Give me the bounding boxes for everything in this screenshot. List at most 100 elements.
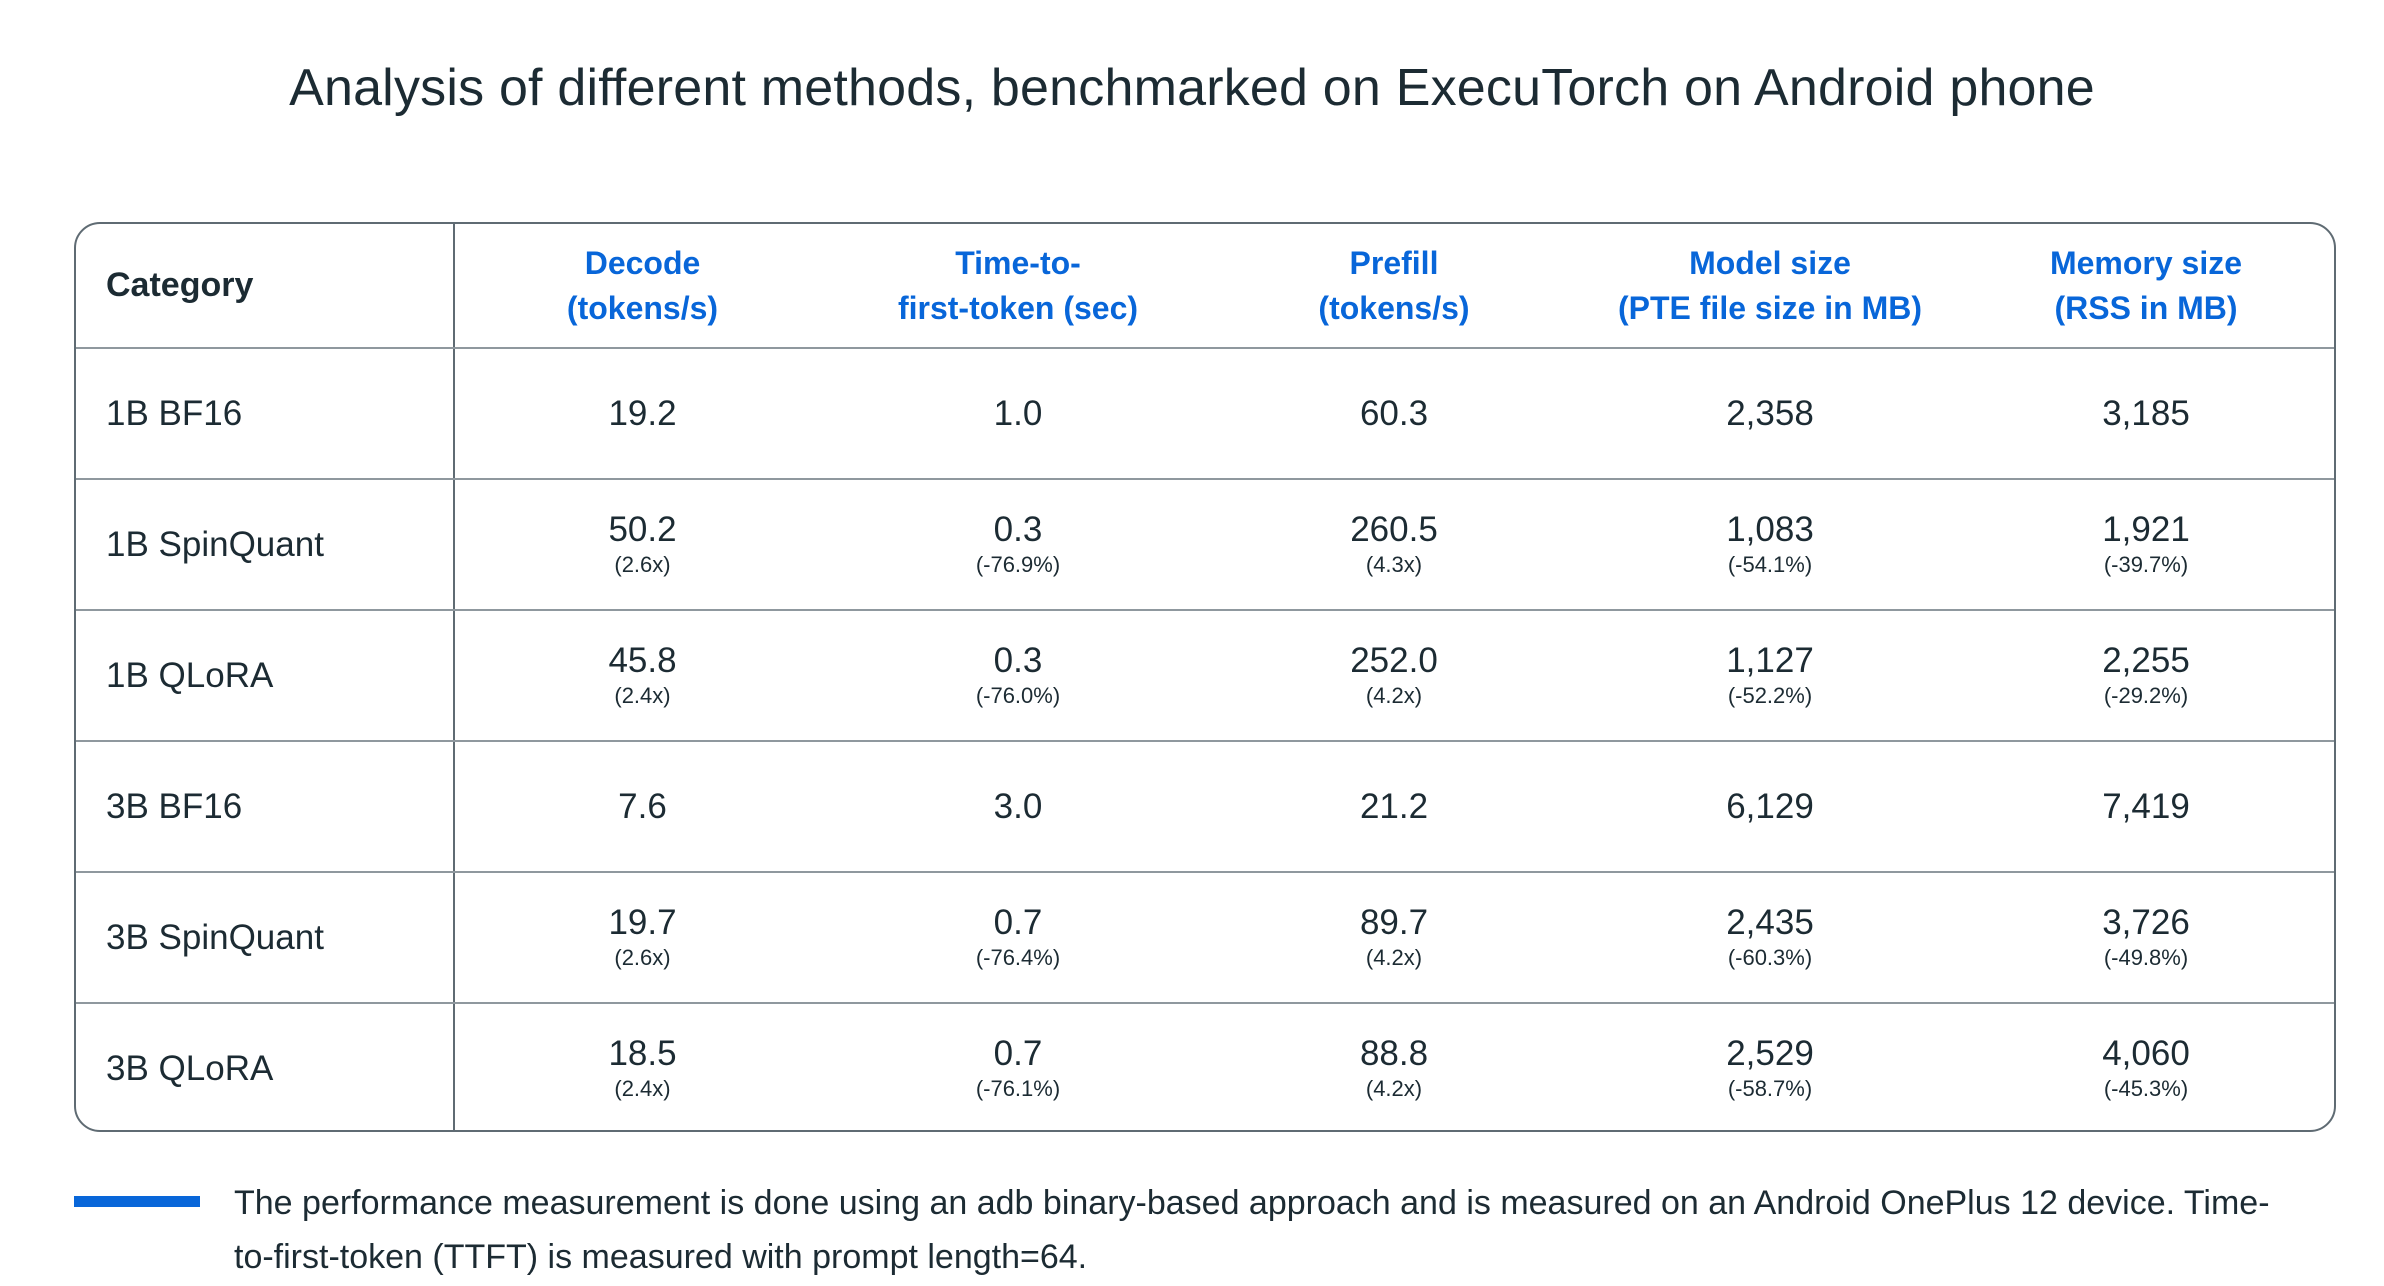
table-cell: 89.7 (4.2x) [1206,872,1582,1004]
cell-value: 252.0 [1350,640,1438,680]
column-header-line1: Time-to- [955,244,1081,281]
footnote-accent-bar [74,1196,200,1207]
table-cell: 45.8 (2.4x) [454,610,830,742]
row-category-label: 1B QLoRA [76,610,455,742]
cell-value: 0.7 [993,1034,1043,1073]
table-cell: 19.7 (2.6x) [454,872,830,1004]
column-header: Memory size (RSS in MB) [1958,224,2334,349]
table-cell: 19.2 [454,348,830,480]
table-cell: 1,083 (-54.1%) [1582,479,1958,611]
table-cell: 3.0 [830,741,1206,873]
cell-value: 0.3 [993,640,1043,680]
cell-delta: (-76.9%) [975,551,1061,577]
table-cell: 3,185 [1958,348,2334,480]
table-cell: 7,419 [1958,741,2334,873]
row-category-label: 1B BF16 [76,348,455,480]
cell-value: 2,435 [1726,902,1814,942]
benchmark-table: Category Decode (tokens/s) Time-to-first-to… [74,222,2336,1132]
column-header: Model size (PTE file size in MB) [1582,224,1958,349]
cell-value: 19.7 [608,902,677,942]
cell-delta: (-60.3%) [1727,944,1813,970]
column-header-line1: Prefill [1349,244,1439,281]
cell-value: 3,726 [2102,902,2190,942]
cell-delta: (2.6x) [614,944,671,970]
column-header: Time-to-first-token (sec) [830,224,1206,349]
cell-value: 0.7 [993,902,1043,942]
cell-value: 88.8 [1359,1034,1429,1073]
cell-delta: (-39.7%) [2103,551,2189,577]
cell-delta: (2.4x) [614,1076,671,1101]
row-category-label: 3B QLoRA [76,1003,455,1130]
cell-value: 89.7 [1359,902,1429,942]
cell-delta: (-52.2%) [1727,682,1813,708]
cell-value: 7.6 [618,786,667,826]
table-cell: 88.8 (4.2x) [1206,1003,1582,1130]
cell-delta: (-49.8%) [2103,944,2189,970]
cell-value: 45.8 [608,640,677,680]
cell-value: 4,060 [2102,1034,2190,1073]
table-row: 1B QLoRA 45.8 (2.4x) 0.3 (-76.0%) 252.0 (4.2x)… [76,610,2334,742]
table-row: 3B QLoRA 18.5 (2.4x) 0.7 (-76.1%) 88.8 (4.2x) 2… [76,1003,2334,1130]
column-header: Prefill (tokens/s) [1206,224,1582,349]
cell-delta: (-54.1%) [1727,551,1813,577]
table-cell: 2,529 (-58.7%) [1582,1003,1958,1130]
table-cell: 1,921 (-39.7%) [1958,479,2334,611]
cell-value: 2,529 [1726,1034,1814,1073]
cell-delta: (2.4x) [614,682,671,708]
cell-value: 260.5 [1350,509,1438,549]
cell-delta: (-76.4%) [975,944,1061,970]
table-cell: 18.5 (2.4x) [454,1003,830,1130]
row-category-label: 1B SpinQuant [76,479,455,611]
cell-delta: (4.3x) [1365,551,1423,577]
table-cell: 60.3 [1206,348,1582,480]
column-header-line2: (PTE file size in MB) [1617,289,1923,326]
cell-value: 7,419 [2102,786,2190,826]
cell-value: 1,921 [2102,509,2190,549]
table-cell: 3,726 (-49.8%) [1958,872,2334,1004]
cell-delta: (-45.3%) [2103,1076,2189,1101]
cell-value: 60.3 [1359,393,1429,433]
table-cell: 1.0 [830,348,1206,480]
cell-delta: (2.6x) [614,551,671,577]
row-category-label: 3B SpinQuant [76,872,455,1004]
table-row: 1B SpinQuant 50.2 (2.6x) 0.3 (-76.9%) 260.5 (4… [76,479,2334,611]
table-cell: 252.0 (4.2x) [1206,610,1582,742]
table-cell: 2,435 (-60.3%) [1582,872,1958,1004]
column-header-line1: Decode [584,244,701,281]
cell-value: 19.2 [608,393,677,433]
cell-delta: (-76.0%) [975,682,1061,708]
table-cell: 2,255 (-29.2%) [1958,610,2334,742]
table-cell: 6,129 [1582,741,1958,873]
cell-value: 2,358 [1726,393,1814,433]
cell-delta: (-58.7%) [1727,1076,1813,1101]
table-row: 1B BF16 19.2 1.0 60.3 2,358 3,185 [76,348,2334,480]
table-cell: 2,358 [1582,348,1958,480]
cell-value: 3,185 [2102,393,2190,433]
cell-delta: (4.2x) [1365,682,1423,708]
cell-value: 0.3 [993,509,1043,549]
table-row: 3B SpinQuant 19.7 (2.6x) 0.7 (-76.4%) 89.7 (4.… [76,872,2334,1004]
cell-delta: (-29.2%) [2103,682,2189,708]
cell-value: 1,127 [1726,640,1814,680]
column-header: Decode (tokens/s) [454,224,830,349]
header-row: Category Decode (tokens/s) Time-to-first-to… [76,224,2334,349]
cell-delta: (4.2x) [1365,944,1423,970]
column-header-line2: (tokens/s) [1318,289,1470,326]
column-header-line2: first-token (sec) [897,289,1139,326]
table-row: 3B BF16 7.6 3.0 21.2 6,129 7,419 [76,741,2334,873]
data-table: Category Decode (tokens/s) Time-to-first-to… [76,224,2334,1130]
cell-value: 21.2 [1359,786,1429,826]
table-cell: 50.2 (2.6x) [454,479,830,611]
table-cell: 0.3 (-76.0%) [830,610,1206,742]
column-header-category: Category [76,224,455,349]
table-cell: 260.5 (4.3x) [1206,479,1582,611]
column-header-line1: Memory size [2049,244,2243,281]
cell-value: 1.0 [993,393,1043,433]
row-category-label: 3B BF16 [76,741,455,873]
table-body: 1B BF16 19.2 1.0 60.3 2,358 3,185 1B SpinQuant… [76,348,2334,1130]
column-header-line1: Model size [1689,244,1851,281]
cell-value: 18.5 [608,1034,677,1073]
column-header-line2: (tokens/s) [566,289,719,326]
table-cell: 4,060 (-45.3%) [1958,1003,2334,1130]
cell-value: 50.2 [608,509,677,549]
